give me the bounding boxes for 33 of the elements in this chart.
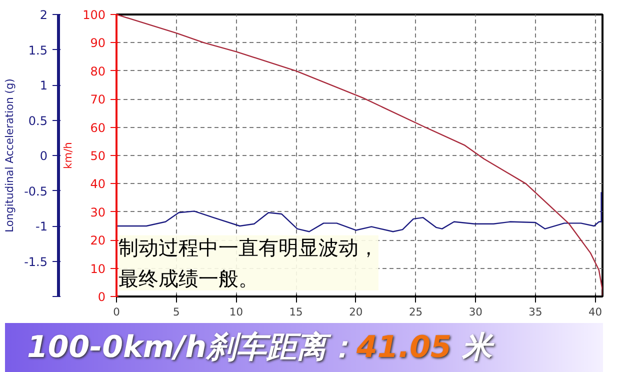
x-tick-label: 5 — [172, 306, 180, 318]
y2-tick-label: 100 — [82, 8, 106, 22]
line-series — [116, 192, 602, 232]
y2-tick-label: 20 — [90, 234, 106, 248]
x-tick-label: 20 — [349, 306, 363, 318]
x-tick-label: 35 — [528, 306, 542, 318]
y-tick-label: -1 — [36, 220, 48, 234]
x-tick-label: 25 — [408, 306, 423, 318]
y2-tick-label: 90 — [90, 36, 106, 50]
y2-tick-label: 40 — [90, 177, 106, 192]
y2-tick-label: 70 — [90, 92, 106, 107]
x-tick-label: 40 — [588, 306, 602, 318]
y2-tick-label: 0 — [98, 290, 106, 304]
y-tick-label: 0 — [40, 149, 48, 163]
y2-tick-label: 10 — [90, 262, 106, 276]
x-tick-label: 15 — [289, 306, 303, 318]
y-tick-label: -1.5 — [24, 254, 48, 269]
y-tick-label: 1.5 — [28, 43, 48, 58]
annotation: 制动过程中一直有明显波动，最终成绩一般。 — [118, 235, 378, 290]
y-axis-title: Longitudinal Acceleration (g) — [3, 78, 16, 232]
x-tick-label: 30 — [468, 306, 483, 318]
y-tick-label: -0.5 — [24, 184, 48, 198]
y-tick-label: 1 — [40, 78, 48, 92]
y2-tick-label: 60 — [90, 120, 106, 135]
y2-tick-label: 50 — [90, 149, 106, 163]
x-tick-label: 10 — [229, 306, 244, 318]
y-tick-label: 0.5 — [28, 114, 48, 128]
x-tick-label: 0 — [113, 306, 120, 318]
y-tick-label: 2 — [40, 8, 48, 22]
y2-tick-label: 80 — [90, 64, 106, 78]
y2-axis-title: km/h — [62, 142, 75, 169]
text: 100-0km/h刹车距离：41.05 米 — [27, 329, 492, 367]
y2-tick-label: 30 — [90, 205, 106, 220]
